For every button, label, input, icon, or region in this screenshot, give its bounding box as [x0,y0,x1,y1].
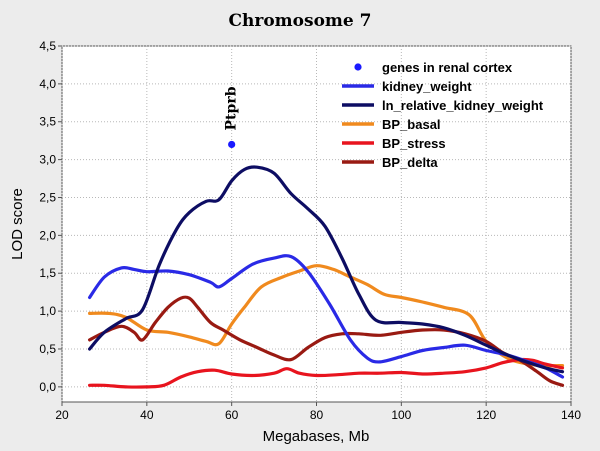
chart-title: Chromosome 7 [229,11,372,31]
y-tick-label: 4,0 [39,77,56,91]
y-tick-label: 3,5 [39,115,56,129]
legend-label: kidney_weight [382,79,472,94]
series-line-kidney-weight [88,254,565,379]
series-line-bp-stress [88,357,565,389]
y-tick-label: 2,5 [39,190,56,204]
x-tick-label: 60 [225,408,239,422]
legend-label: genes in renal cortex [382,60,513,75]
series-line-bp-basal [88,264,565,368]
x-axis-label: Megabases, Mb [263,428,370,445]
legend: genes in renal cortex kidney_weight ln_rel… [342,60,544,170]
x-tick-label: 120 [476,408,496,422]
x-tick-label: 40 [140,408,154,422]
legend-label: ln_relative_kidney_weight [382,98,544,113]
series-line-bp-delta [88,295,565,387]
y-tick-label: 3,0 [39,153,56,167]
axis-ticks: 0,0 0,5 1,0 1,5 2,0 2,5 3,0 3,5 4,0 4,5 20 40 60 80 10… [39,39,581,422]
gene-point [228,140,236,149]
y-tick-label: 2,0 [39,228,56,242]
x-tick-label: 140 [561,408,581,422]
legend-label: BP_basal [382,117,441,132]
legend-label: BP_stress [382,136,446,151]
x-tick-label: 80 [310,408,324,422]
y-tick-label: 0,0 [39,380,56,394]
series-lines [88,165,565,389]
y-axis-label: LOD score [9,188,26,260]
gene-points: Ptprb [224,86,240,149]
x-tick-label: 100 [391,408,411,422]
y-tick-label: 4,5 [39,39,56,53]
gene-label: Ptprb [224,86,240,130]
series-line-ln-relative-kidney-weight [88,165,565,374]
legend-label: BP_delta [382,155,438,170]
y-tick-label: 1,5 [39,266,56,280]
y-tick-label: 0,5 [39,342,56,356]
y-tick-label: 1,0 [39,304,56,318]
legend-marker-point [354,63,362,71]
x-tick-label: 20 [55,408,69,422]
